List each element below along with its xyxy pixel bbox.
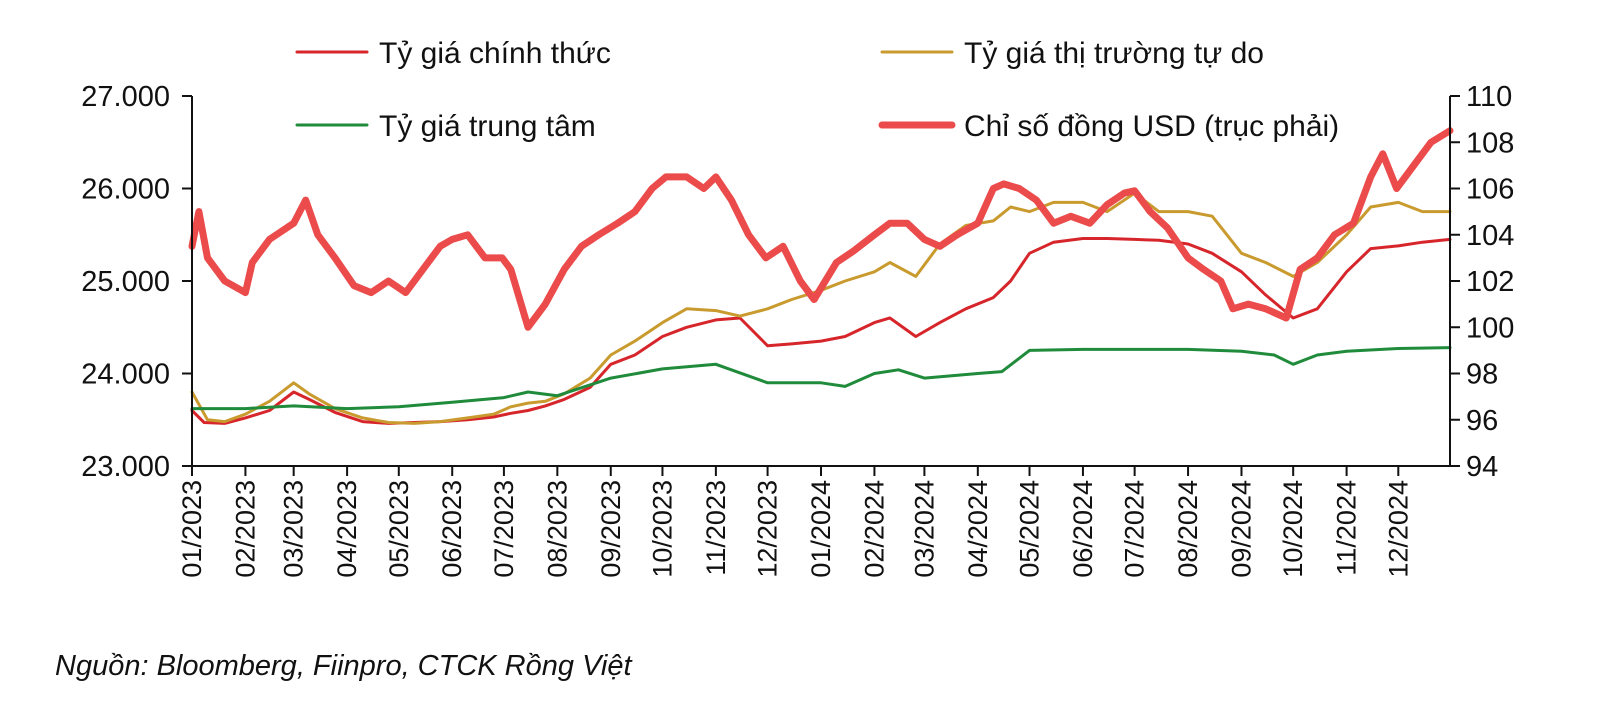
x-tick-label: 01/2024 [806, 480, 836, 578]
x-tick-label: 04/2023 [332, 480, 362, 578]
x-tick-label: 11/2024 [1332, 480, 1362, 576]
right-tick-label: 108 [1466, 127, 1514, 159]
right-tick-label: 104 [1466, 220, 1514, 252]
series-line-1 [190, 237, 1452, 425]
left-tick-label: 23.000 [81, 451, 170, 483]
x-tick-label: 03/2023 [279, 480, 309, 578]
series-line-2 [190, 191, 1452, 425]
right-tick-label: 102 [1466, 266, 1514, 298]
x-tick-label: 04/2024 [963, 480, 993, 578]
x-tick-label: 05/2024 [1015, 480, 1045, 578]
x-tick-label: 09/2024 [1226, 480, 1256, 578]
series-line-3 [190, 346, 1452, 411]
left-tick-label: 27.000 [81, 81, 170, 113]
x-tick-label: 03/2024 [909, 480, 939, 578]
series-layer [188, 127, 1454, 425]
left-tick-label: 24.000 [81, 359, 170, 391]
x-tick-label: 02/2024 [859, 480, 889, 578]
source-note: Nguồn: Bloomberg, Fiinpro, CTCK Rồng Việ… [55, 650, 632, 682]
x-axis-ticks: 01/2023 02/2023 03/2023 04/2023 05/2023 06/20… [177, 466, 1413, 578]
x-tick-label: 05/2023 [384, 480, 414, 578]
legend-label: Chỉ số đồng USD (trục phải) [964, 110, 1339, 143]
legend-label: Tỷ giá trung tâm [379, 110, 596, 143]
right-tick-label: 110 [1466, 81, 1512, 113]
x-tick-label: 06/2023 [437, 480, 467, 578]
x-tick-label: 07/2024 [1120, 480, 1150, 578]
left-tick-label: 26.000 [81, 174, 170, 206]
legend-label: Tỷ giá thị trường tự do [964, 37, 1264, 70]
axes [191, 96, 1451, 467]
left-tick-label: 25.000 [81, 266, 170, 298]
x-tick-label: 12/2024 [1383, 480, 1413, 578]
series-line-4 [188, 127, 1454, 331]
right-tick-label: 96 [1466, 405, 1498, 437]
x-tick-label: 10/2023 [647, 480, 677, 578]
x-tick-label: 09/2023 [596, 480, 626, 578]
legend-label: Tỷ giá chính thức [379, 37, 611, 70]
legend: Tỷ giá chính thức Tỷ giá thị trường tự do… [295, 37, 1339, 143]
left-axis-ticks: 23.000 24.000 25.000 26.000 27.000 [81, 81, 192, 483]
right-axis-ticks: 94 96 98 100 102 104 106 108 110 [1450, 81, 1514, 483]
x-tick-label: 08/2024 [1173, 480, 1203, 578]
right-tick-label: 98 [1466, 359, 1498, 391]
x-tick-label: 10/2024 [1278, 480, 1308, 578]
x-tick-label: 11/2023 [701, 480, 731, 576]
x-tick-label: 07/2023 [489, 480, 519, 578]
right-tick-label: 100 [1466, 312, 1514, 344]
x-tick-label: 06/2024 [1068, 480, 1098, 578]
x-tick-label: 02/2023 [230, 480, 260, 578]
x-tick-label: 08/2023 [542, 480, 572, 578]
x-tick-label: 01/2023 [177, 480, 207, 578]
right-tick-label: 94 [1466, 451, 1498, 483]
right-tick-label: 106 [1466, 174, 1514, 206]
x-tick-label: 12/2023 [753, 480, 783, 578]
